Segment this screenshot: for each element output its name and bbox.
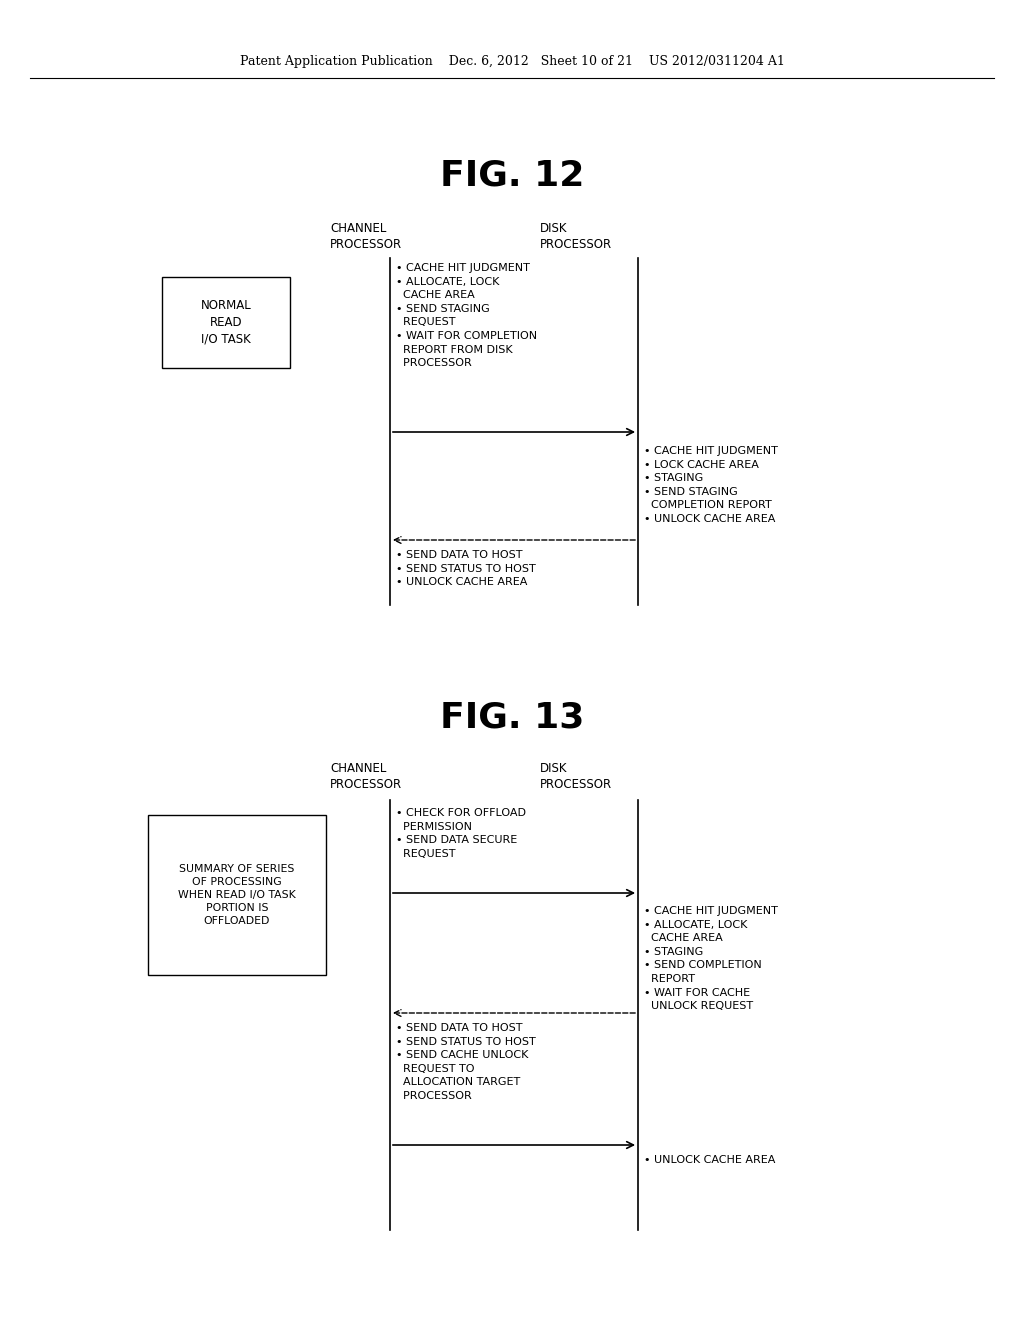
Text: DISK
PROCESSOR: DISK PROCESSOR: [540, 762, 612, 791]
Text: • CACHE HIT JUDGMENT
• ALLOCATE, LOCK
  CACHE AREA
• STAGING
• SEND COMPLETION
 : • CACHE HIT JUDGMENT • ALLOCATE, LOCK CA…: [644, 906, 778, 1011]
Text: • CACHE HIT JUDGMENT
• LOCK CACHE AREA
• STAGING
• SEND STAGING
  COMPLETION REP: • CACHE HIT JUDGMENT • LOCK CACHE AREA •…: [644, 446, 778, 524]
Text: SUMMARY OF SERIES
OF PROCESSING
WHEN READ I/O TASK
PORTION IS
OFFLOADED: SUMMARY OF SERIES OF PROCESSING WHEN REA…: [178, 865, 296, 925]
Text: • SEND DATA TO HOST
• SEND STATUS TO HOST
• SEND CACHE UNLOCK
  REQUEST TO
  ALL: • SEND DATA TO HOST • SEND STATUS TO HOS…: [396, 1023, 536, 1101]
Bar: [148, 814, 326, 975]
Text: Patent Application Publication    Dec. 6, 2012   Sheet 10 of 21    US 2012/03112: Patent Application Publication Dec. 6, 2…: [240, 55, 784, 69]
Text: FIG. 12: FIG. 12: [440, 158, 584, 191]
Text: CHANNEL
PROCESSOR: CHANNEL PROCESSOR: [330, 222, 402, 251]
Text: • SEND DATA TO HOST
• SEND STATUS TO HOST
• UNLOCK CACHE AREA: • SEND DATA TO HOST • SEND STATUS TO HOS…: [396, 550, 536, 587]
Text: • CACHE HIT JUDGMENT
• ALLOCATE, LOCK
  CACHE AREA
• SEND STAGING
  REQUEST
• WA: • CACHE HIT JUDGMENT • ALLOCATE, LOCK CA…: [396, 263, 538, 368]
Text: • UNLOCK CACHE AREA: • UNLOCK CACHE AREA: [644, 1155, 775, 1166]
Text: DISK
PROCESSOR: DISK PROCESSOR: [540, 222, 612, 251]
Text: • CHECK FOR OFFLOAD
  PERMISSION
• SEND DATA SECURE
  REQUEST: • CHECK FOR OFFLOAD PERMISSION • SEND DA…: [396, 808, 526, 859]
Text: NORMAL
READ
I/O TASK: NORMAL READ I/O TASK: [201, 300, 251, 346]
Bar: [162, 277, 290, 368]
Text: FIG. 13: FIG. 13: [440, 701, 584, 735]
Text: CHANNEL
PROCESSOR: CHANNEL PROCESSOR: [330, 762, 402, 791]
